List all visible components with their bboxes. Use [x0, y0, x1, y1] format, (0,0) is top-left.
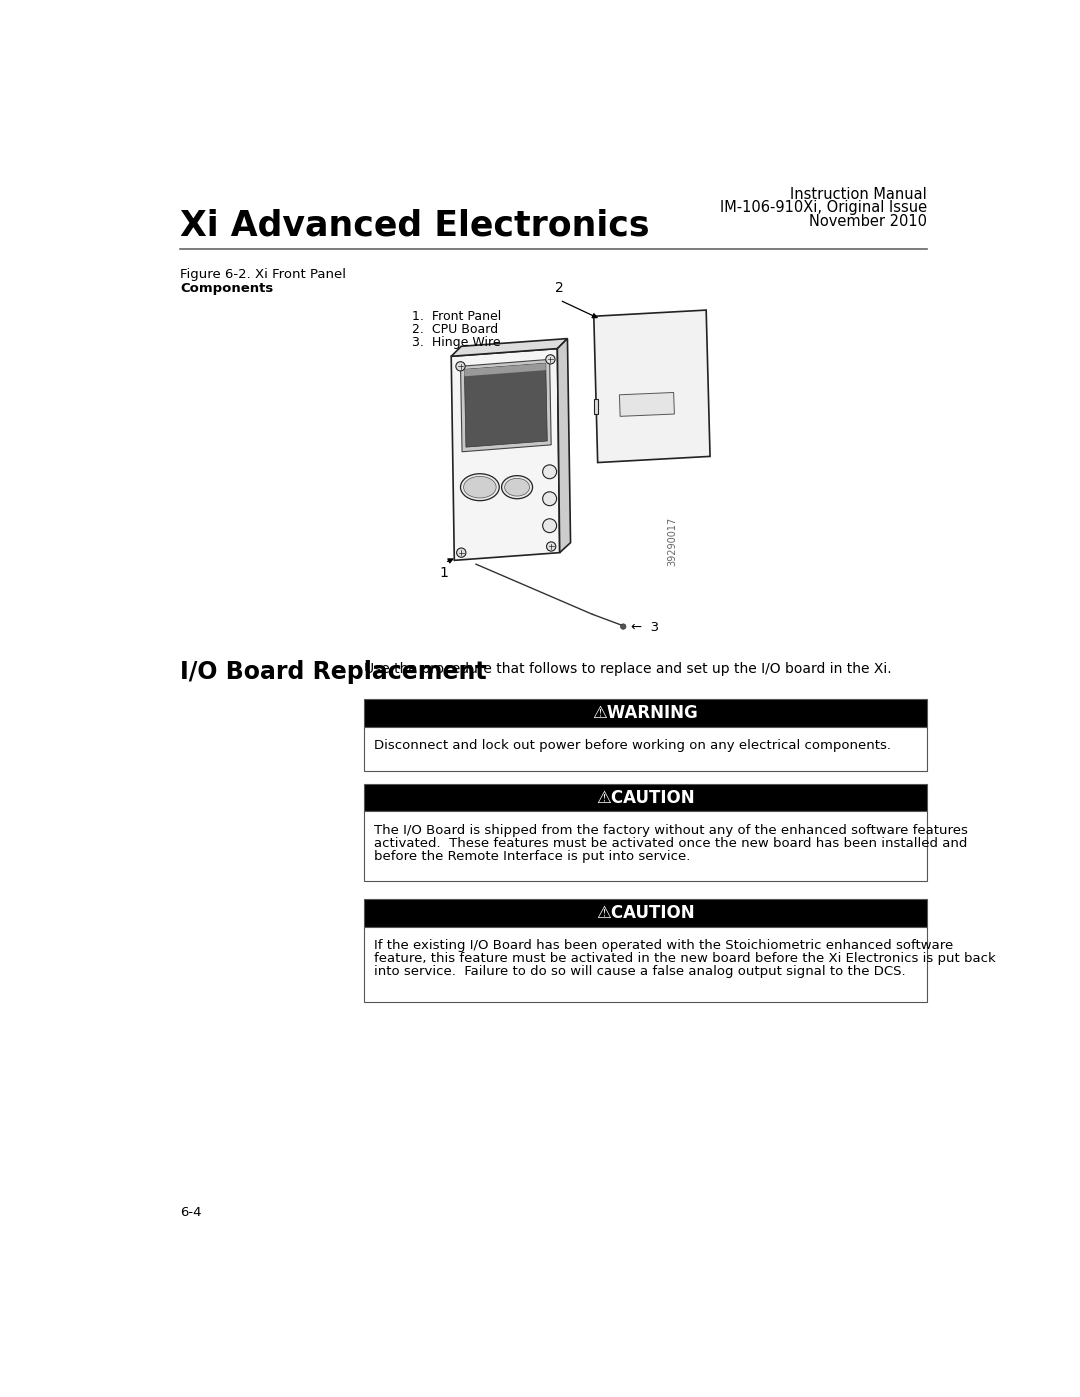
Text: before the Remote Interface is put into service.: before the Remote Interface is put into … — [375, 849, 691, 863]
Text: ⚠CAUTION: ⚠CAUTION — [596, 788, 694, 806]
Polygon shape — [451, 338, 567, 356]
Ellipse shape — [501, 475, 532, 499]
Text: 39290017: 39290017 — [667, 517, 677, 566]
Polygon shape — [594, 398, 597, 414]
Text: I/O Board Replacement: I/O Board Replacement — [180, 661, 487, 685]
Text: feature, this feature must be activated in the new board before the Xi Electroni: feature, this feature must be activated … — [375, 953, 996, 965]
Circle shape — [542, 465, 556, 479]
Text: The I/O Board is shipped from the factory without any of the enhanced software f: The I/O Board is shipped from the factor… — [375, 824, 969, 837]
FancyBboxPatch shape — [364, 698, 927, 726]
Text: ←  3: ← 3 — [631, 620, 659, 634]
Text: Use the procedure that follows to replace and set up the I/O board in the Xi.: Use the procedure that follows to replac… — [364, 662, 891, 676]
FancyBboxPatch shape — [364, 926, 927, 1002]
Text: 2: 2 — [555, 281, 564, 295]
Polygon shape — [619, 393, 674, 416]
Polygon shape — [594, 310, 710, 462]
Text: 6-4: 6-4 — [180, 1206, 202, 1218]
FancyBboxPatch shape — [364, 784, 927, 812]
Text: into service.  Failure to do so will cause a false analog output signal to the D: into service. Failure to do so will caus… — [375, 965, 906, 978]
FancyBboxPatch shape — [364, 900, 927, 926]
Circle shape — [542, 492, 556, 506]
Circle shape — [542, 518, 556, 532]
Text: 1: 1 — [438, 566, 448, 580]
Circle shape — [545, 355, 555, 365]
FancyBboxPatch shape — [364, 726, 927, 771]
Polygon shape — [557, 338, 570, 553]
Text: Figure 6-2. Xi Front Panel: Figure 6-2. Xi Front Panel — [180, 268, 346, 281]
Text: Components: Components — [180, 282, 273, 295]
Polygon shape — [451, 349, 559, 560]
Polygon shape — [464, 363, 545, 376]
Text: November 2010: November 2010 — [809, 214, 927, 229]
Polygon shape — [464, 363, 548, 447]
Circle shape — [621, 624, 626, 629]
Text: Disconnect and lock out power before working on any electrical components.: Disconnect and lock out power before wor… — [375, 739, 891, 752]
Ellipse shape — [460, 474, 499, 500]
Polygon shape — [460, 359, 551, 451]
FancyBboxPatch shape — [364, 812, 927, 880]
Text: activated.  These features must be activated once the new board has been install: activated. These features must be activa… — [375, 837, 968, 849]
Circle shape — [457, 548, 465, 557]
Ellipse shape — [504, 478, 529, 496]
Text: If the existing I/O Board has been operated with the Stoichiometric enhanced sof: If the existing I/O Board has been opera… — [375, 939, 954, 953]
Circle shape — [546, 542, 556, 550]
Text: Xi Advanced Electronics: Xi Advanced Electronics — [180, 208, 649, 242]
Text: 3.  Hinge Wire: 3. Hinge Wire — [413, 337, 501, 349]
Text: Instruction Manual: Instruction Manual — [791, 187, 927, 201]
Ellipse shape — [463, 476, 496, 497]
Text: ⚠CAUTION: ⚠CAUTION — [596, 904, 694, 922]
Text: 1.  Front Panel: 1. Front Panel — [413, 310, 502, 323]
Circle shape — [456, 362, 465, 372]
Text: IM-106-910Xi, Original Issue: IM-106-910Xi, Original Issue — [720, 200, 927, 215]
Text: 2.  CPU Board: 2. CPU Board — [413, 323, 499, 337]
Text: ⚠WARNING: ⚠WARNING — [593, 704, 698, 722]
